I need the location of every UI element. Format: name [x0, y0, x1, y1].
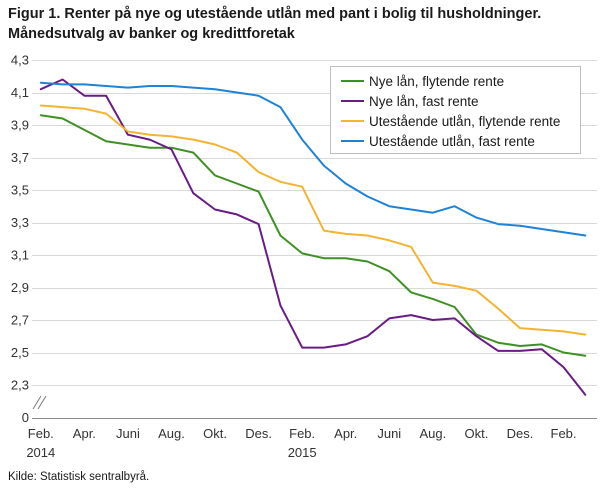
x-tick-label: Aug. [419, 426, 446, 441]
y-tick-label: 0 [22, 410, 29, 425]
legend-swatch [341, 100, 364, 102]
series-nye-lan-fast-rente [39, 78, 587, 396]
y-tick-label: 3,9 [11, 118, 29, 133]
y-tick-label: 3,1 [11, 248, 29, 263]
legend-label: Nye lån, fast rente [369, 93, 479, 109]
x-tick-year-label: 2015 [288, 445, 317, 460]
legend-label: Nye lån, flytende rente [369, 73, 505, 89]
y-tick-label: 3,7 [11, 150, 29, 165]
x-tick-label: Des. [507, 426, 534, 441]
x-tick-label: Okt. [203, 426, 227, 441]
series-nye-lan-flytende-rente [39, 114, 587, 357]
legend-swatch [341, 120, 364, 122]
x-tick-label: Feb. [551, 426, 577, 441]
axis-break-stroke [37, 395, 47, 410]
x-tick-year-label: 2014 [26, 445, 55, 460]
y-tick-label: 2,9 [11, 280, 29, 295]
y-tick-label: 2,3 [11, 378, 29, 393]
legend-item: Utestående utlån, flytende rente [331, 111, 580, 131]
x-tick-label: Apr. [334, 426, 357, 441]
legend-label: Utestående utlån, fast rente [369, 133, 535, 149]
series-utestaende-utlan-flytende-rente [39, 104, 587, 336]
y-tick-label: 4,3 [11, 53, 29, 68]
series-utestaende-utlan-fast-rente [39, 81, 587, 237]
chart-title: Figur 1. Renter på nye og utestående utl… [8, 6, 542, 42]
x-tick-label: Feb. [28, 426, 54, 441]
series-line-utestaende-utlan-fast-rente [39, 81, 587, 237]
x-tick-label: Juni [377, 426, 401, 441]
series-line-nye-lan-fast-rente [39, 78, 587, 396]
plot-area [39, 78, 587, 396]
legend-item: Nye lån, flytende rente [331, 71, 580, 91]
x-axis: Feb. 2014 Apr. Juni Aug. Okt. Des. Feb. 2015 Apr.… [26, 426, 576, 460]
y-tick-label: 4,1 [11, 85, 29, 100]
legend-item: Utestående utlån, fast rente [331, 131, 580, 151]
y-tick-label: 2,7 [11, 313, 29, 328]
legend: Nye lån, flytende rente Nye lån, fast re… [330, 66, 581, 154]
y-axis-break-icon [32, 395, 47, 410]
axis-break-stroke [32, 395, 42, 410]
x-tick-label: Aug. [158, 426, 185, 441]
y-tick-label: 3,5 [11, 183, 29, 198]
legend-label: Utestående utlån, flytende rente [369, 113, 561, 129]
x-tick-label: Juni [116, 426, 140, 441]
x-tick-label: Apr. [73, 426, 96, 441]
legend-swatch [341, 80, 364, 82]
y-tick-label: 2,5 [11, 345, 29, 360]
x-tick-label: Feb. [289, 426, 315, 441]
legend-swatch [341, 140, 364, 142]
legend-item: Nye lån, fast rente [331, 91, 580, 111]
series-line-utestaende-utlan-flytende-rente [39, 104, 587, 336]
source-note: Kilde: Statistisk sentralbyrå. [8, 471, 150, 483]
y-axis: 4,3 4,1 3,9 3,7 3,5 3,3 3,1 2,9 2,7 2,5 2,3 0 [11, 53, 47, 425]
series-line-nye-lan-flytende-rente [39, 114, 587, 357]
x-tick-label: Okt. [464, 426, 488, 441]
x-tick-label: Des. [245, 426, 272, 441]
y-tick-label: 3,3 [11, 215, 29, 230]
